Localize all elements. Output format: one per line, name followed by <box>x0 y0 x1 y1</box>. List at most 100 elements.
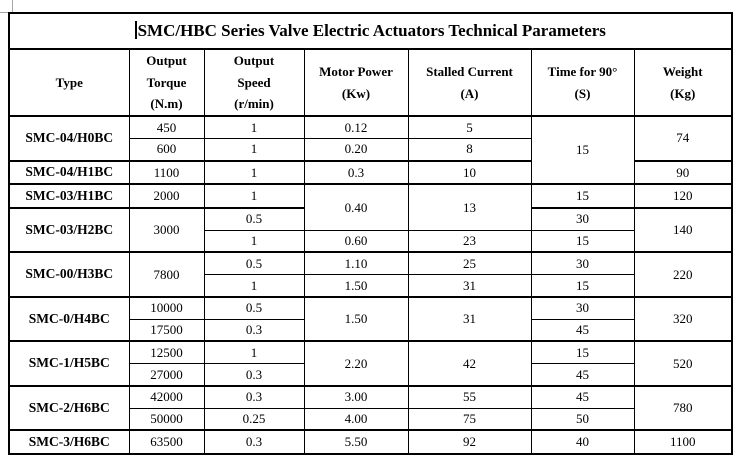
value-cell[interactable]: 3000 <box>128 206 205 253</box>
value-cell[interactable]: 0.5 <box>203 295 305 320</box>
value-cell[interactable]: 10000 <box>128 295 205 320</box>
value-cell[interactable]: 1 <box>203 183 305 209</box>
text-boundary-corner-mark <box>0 12 12 13</box>
value-cell[interactable]: 55 <box>407 384 532 409</box>
value-cell[interactable]: 42 <box>407 340 532 387</box>
value-cell[interactable]: 45 <box>530 384 635 409</box>
value-cell[interactable]: 31 <box>407 273 532 298</box>
value-cell[interactable]: 1100 <box>633 429 733 455</box>
type-cell[interactable]: SMC-0/H4BC <box>8 295 130 342</box>
value-cell[interactable]: 0.3 <box>203 429 305 455</box>
value-cell[interactable]: 90 <box>633 159 733 185</box>
value-cell[interactable]: 74 <box>633 115 733 161</box>
value-cell[interactable]: 50000 <box>128 407 205 431</box>
type-cell[interactable]: SMC-00/H3BC <box>8 251 130 298</box>
value-cell[interactable]: 0.3 <box>303 159 409 185</box>
value-cell[interactable]: 5 <box>407 114 532 139</box>
value-cell[interactable]: 27000 <box>128 362 205 387</box>
value-cell[interactable]: 140 <box>633 206 733 253</box>
table-row: SMC-0/H4BC 10000 0.5 1.50 31 30 320 <box>8 295 733 342</box>
value-cell[interactable]: 4.00 <box>303 407 409 431</box>
column-header[interactable]: Output Torque (N.m) <box>128 48 205 117</box>
type-cell[interactable]: SMC-03/H2BC <box>8 206 130 253</box>
value-cell[interactable]: 3.00 <box>303 384 409 409</box>
type-cell[interactable]: SMC-3/H6BC <box>8 429 130 455</box>
value-cell[interactable]: 15 <box>530 183 635 209</box>
value-cell[interactable]: 30 <box>530 251 635 276</box>
value-cell[interactable]: 0.25 <box>203 407 305 431</box>
value-cell[interactable]: 220 <box>633 251 733 298</box>
value-cell[interactable]: 0.3 <box>203 384 305 409</box>
column-header[interactable]: Output Speed (r/min) <box>203 48 305 117</box>
value-cell[interactable]: 42000 <box>128 384 205 409</box>
value-cell[interactable]: 13 <box>407 183 532 231</box>
column-header[interactable]: Time for 90° (S) <box>530 48 635 117</box>
value-cell[interactable]: 780 <box>633 384 733 431</box>
value-cell[interactable]: 50 <box>530 407 635 431</box>
type-cell[interactable]: SMC-1/H5BC <box>8 340 130 387</box>
type-cell[interactable]: SMC-2/H6BC <box>8 384 130 431</box>
value-cell[interactable]: 320 <box>633 295 733 342</box>
value-cell[interactable]: 0.60 <box>303 229 409 253</box>
value-cell[interactable]: 92 <box>407 429 532 455</box>
value-cell[interactable]: 0.5 <box>203 251 305 276</box>
column-header[interactable]: Type <box>8 48 130 117</box>
value-cell[interactable]: 15 <box>530 114 635 185</box>
value-cell[interactable]: 1.50 <box>303 295 409 342</box>
value-cell[interactable]: 5.50 <box>303 429 409 455</box>
value-cell[interactable]: 17500 <box>128 318 205 342</box>
value-cell[interactable]: 75 <box>407 407 532 431</box>
value-cell[interactable]: 15 <box>530 229 635 253</box>
value-cell[interactable]: 0.3 <box>203 318 305 342</box>
value-cell[interactable]: 1 <box>203 340 305 365</box>
type-cell[interactable]: SMC-04/H0BC <box>8 115 130 161</box>
table-title[interactable]: SMC/HBC Series Valve Electric Actuators … <box>8 12 733 50</box>
value-cell[interactable]: 1 <box>203 137 305 162</box>
value-cell[interactable]: 2.20 <box>303 340 409 387</box>
value-cell[interactable]: 25 <box>407 251 532 276</box>
table-row: SMC-2/H6BC 42000 0.3 3.00 55 45 780 <box>8 384 733 431</box>
value-cell[interactable]: 40 <box>530 429 635 455</box>
value-cell[interactable]: 1.50 <box>303 273 409 298</box>
table-title-row: SMC/HBC Series Valve Electric Actuators … <box>8 12 733 50</box>
value-cell[interactable]: 2000 <box>128 183 205 209</box>
value-cell[interactable]: 0.12 <box>303 114 409 139</box>
value-cell[interactable]: 15 <box>530 340 635 365</box>
value-cell[interactable]: 0.20 <box>303 137 409 162</box>
value-cell[interactable]: 45 <box>530 318 635 342</box>
value-cell[interactable]: 8 <box>407 137 532 162</box>
value-cell[interactable]: 12500 <box>128 340 205 365</box>
type-cell[interactable]: SMC-04/H1BC <box>8 159 130 185</box>
value-cell[interactable]: 1.10 <box>303 251 409 276</box>
header-row: Type Output Torque (N.m) Output Speed (r/m… <box>8 48 733 117</box>
value-cell[interactable]: 45 <box>530 362 635 387</box>
value-cell[interactable]: 600 <box>128 137 205 162</box>
value-cell[interactable]: 15 <box>530 273 635 298</box>
value-cell[interactable]: 7800 <box>128 251 205 298</box>
value-cell[interactable]: 30 <box>530 206 635 231</box>
value-cell[interactable]: 0.5 <box>203 206 305 231</box>
value-cell[interactable]: 1 <box>203 229 305 253</box>
value-cell[interactable]: 1 <box>203 159 305 185</box>
value-cell[interactable]: 1100 <box>128 159 205 185</box>
value-cell[interactable]: 31 <box>407 295 532 342</box>
column-header[interactable]: Motor Power (Kw) <box>303 48 409 117</box>
value-cell[interactable]: 63500 <box>128 429 205 455</box>
table-row: SMC-1/H5BC 12500 1 2.20 42 15 520 <box>8 340 733 387</box>
value-cell[interactable]: 10 <box>407 159 532 185</box>
value-cell[interactable]: 0.3 <box>203 362 305 387</box>
value-cell[interactable]: 23 <box>407 229 532 253</box>
table-row: SMC-03/H1BC 2000 1 0.40 13 15 120 <box>8 183 733 231</box>
technical-parameters-table: SMC/HBC Series Valve Electric Actuators … <box>8 12 733 455</box>
column-header[interactable]: Weight (Kg) <box>633 48 733 117</box>
value-cell[interactable]: 30 <box>530 295 635 320</box>
value-cell[interactable]: 0.40 <box>303 183 409 231</box>
value-cell[interactable]: 1 <box>203 114 305 139</box>
column-header[interactable]: Stalled Current (A) <box>407 48 532 117</box>
value-cell[interactable]: 1 <box>203 273 305 298</box>
type-cell[interactable]: SMC-03/H1BC <box>8 183 130 209</box>
value-cell[interactable]: 520 <box>633 340 733 387</box>
value-cell[interactable]: 120 <box>633 183 733 209</box>
value-cell[interactable]: 450 <box>128 114 205 139</box>
